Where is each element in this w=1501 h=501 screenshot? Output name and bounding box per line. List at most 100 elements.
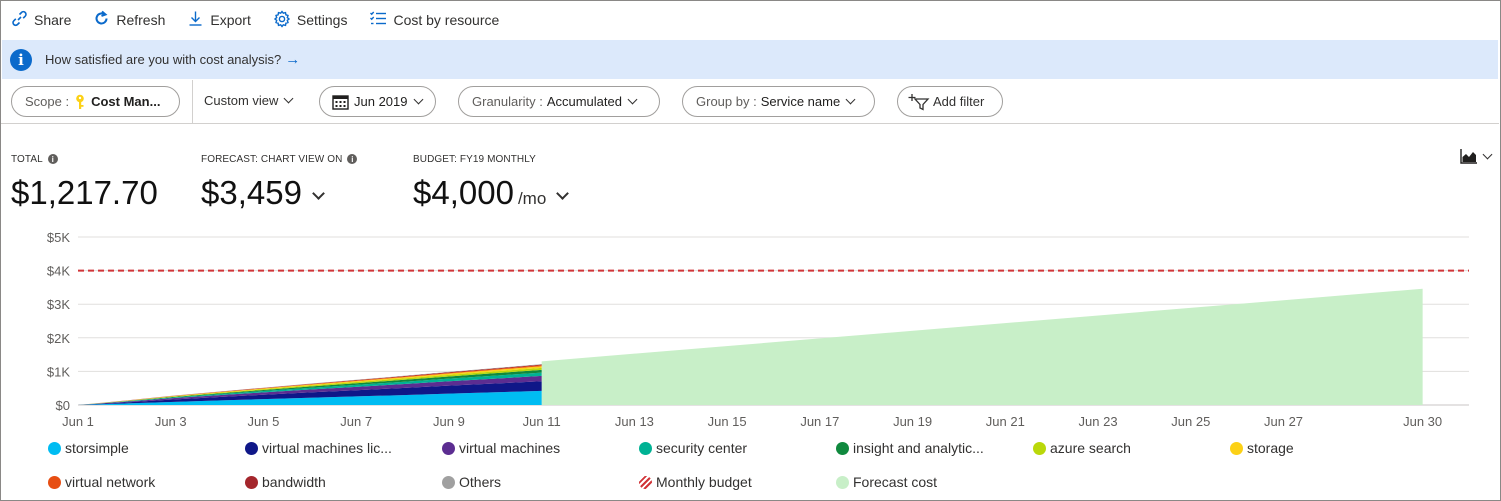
list-icon [369,10,393,30]
download-icon [187,10,210,30]
series-area-azure-search [78,367,542,405]
cost-by-resource-label: Cost by resource [393,12,500,28]
cost-by-resource-button[interactable]: Cost by resource [369,10,499,30]
legend-swatch [836,441,849,455]
info-icon[interactable]: i [47,154,58,164]
x-tick-label: Jun 7 [340,414,372,427]
share-button[interactable]: Share [11,10,71,30]
legend-swatch [639,441,652,455]
legend-swatch [1033,441,1046,455]
legend-label: virtual machines [459,440,561,456]
legend-swatch [639,475,652,489]
series-area-storage [78,366,542,405]
legend-item[interactable]: bandwidth [245,474,326,490]
legend-item[interactable]: virtual machines [442,440,560,456]
chevron-down-icon [1482,149,1493,159]
legend-item[interactable]: Forecast cost [836,474,937,490]
legend-label: virtual network [65,474,156,490]
add-filter-icon [908,93,930,111]
legend-item[interactable]: azure search [1033,440,1131,456]
y-tick-label: $3K [47,297,70,312]
arrow-right-icon[interactable]: → [285,51,301,68]
legend-item[interactable]: virtual machines lic... [245,440,392,456]
chevron-down-icon[interactable] [312,187,325,200]
series-area-security-center [78,372,542,405]
groupby-value: Service name [760,94,841,109]
y-tick-label: $4K [47,264,70,279]
x-tick-label: Jun 11 [523,414,561,427]
export-label: Export [210,12,251,28]
refresh-icon [93,10,116,30]
legend-label: Monthly budget [656,474,752,490]
scope-value: Cost Man... [91,94,161,109]
legend-swatch [442,441,455,455]
chart-type-selector[interactable] [1460,148,1493,164]
x-tick-label: Jun 1 [62,414,94,427]
feedback-banner[interactable]: i How satisfied are you with cost analys… [2,40,1498,79]
scope-pill[interactable]: Scope : Cost Man... [11,86,180,117]
legend-item[interactable]: Others [442,474,501,490]
legend-swatch [245,475,258,489]
legend-item[interactable]: security center [639,440,747,456]
groupby-label: Group by : [696,94,757,109]
legend-item[interactable]: Monthly budget [639,474,752,490]
refresh-label: Refresh [116,12,166,28]
series-area-virtual-machines-lic- [78,381,542,405]
y-tick-label: $1K [47,364,70,379]
key-icon [75,94,85,110]
forecast-value: $3,459 [201,174,302,211]
settings-label: Settings [296,12,348,28]
chevron-down-icon [413,94,423,105]
x-tick-label: Jun 25 [1171,414,1210,427]
x-tick-label: Jun 5 [248,414,280,427]
legend-label: Others [459,474,502,490]
share-label: Share [34,12,72,28]
granularity-pill[interactable]: Granularity : Accumulated [458,86,660,117]
export-button[interactable]: Export [187,10,251,30]
info-icon: i [10,48,32,71]
series-area-insight-and-analytic- [78,369,542,405]
legend-item[interactable]: insight and analytic... [836,440,984,456]
budget-value: $4,000 [413,174,514,211]
legend-item[interactable]: storsimple [48,440,129,456]
legend-label: insight and analytic... [853,440,984,456]
x-tick-label: Jun 19 [893,414,932,427]
info-icon[interactable]: i [347,154,358,164]
legend-swatch [48,475,61,489]
legend-label: Forecast cost [853,474,938,490]
view-selector[interactable]: Custom view [204,93,294,108]
chevron-down-icon [627,94,638,105]
forecast-kpi[interactable]: FORECAST: CHART VIEW ON i $3,459 [201,152,358,212]
budget-kpi[interactable]: BUDGET: FY19 MONTHLY $4,000/mo [413,152,570,212]
legend-label: virtual machines lic... [262,440,392,456]
y-tick-label: $2K [47,331,70,346]
series-area-virtual-machines [78,375,542,405]
total-kpi: TOTAL i $1,217.70 [11,152,158,212]
group-by-pill[interactable]: Group by : Service name [682,86,875,117]
x-tick-label: Jun 30 [1403,414,1442,427]
legend-swatch [245,441,258,455]
x-tick-label: Jun 13 [615,414,654,427]
y-tick-label: $0 [56,398,70,413]
refresh-button[interactable]: Refresh [93,10,165,30]
series-area-virtual-network [78,365,542,405]
total-label: TOTAL [11,153,43,165]
add-filter-button[interactable]: Add filter [897,86,1003,117]
legend-item[interactable]: virtual network [48,474,155,490]
filter-separator [192,80,193,124]
budget-label: BUDGET: FY19 MONTHLY [413,153,536,165]
legend-label: azure search [1050,440,1131,456]
add-filter-label: Add filter [933,94,985,109]
link-icon [11,10,34,30]
cost-chart: $0 $1K $2K $3K $4K $5K Jun 1 Jun 3 Jun 5 Jun 7 Jun… [47,230,1469,427]
chart-legend: storsimple virtual machines lic... virtual… [48,440,1468,495]
series-area-storsimple [78,390,542,405]
date-pill[interactable]: Jun 2019 [319,86,436,117]
legend-label: bandwidth [262,474,326,490]
x-tick-label: Jun 21 [986,414,1025,427]
legend-item[interactable]: storage [1230,440,1294,456]
chevron-down-icon[interactable] [556,187,570,200]
legend-swatch [836,475,849,489]
settings-button[interactable]: Settings [273,9,348,31]
x-tick-label: Jun 17 [800,414,839,427]
